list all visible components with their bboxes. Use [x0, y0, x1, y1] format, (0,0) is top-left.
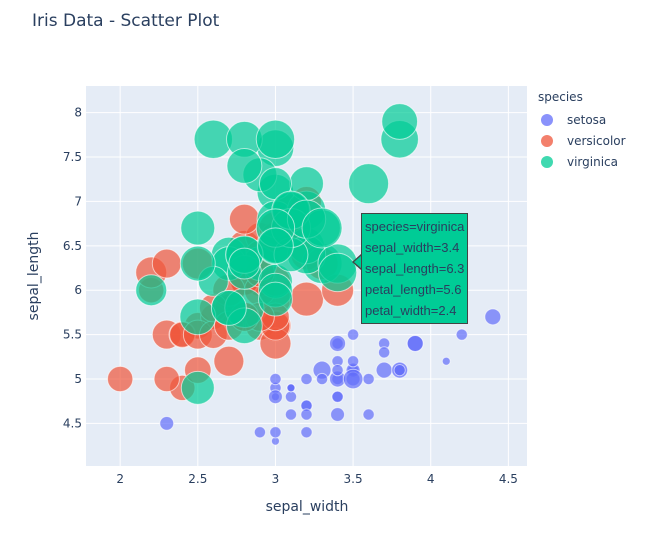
y-tick-label: 5 [74, 372, 82, 386]
legend-label: setosa [567, 112, 607, 127]
data-point[interactable] [179, 245, 216, 282]
data-point[interactable] [377, 346, 391, 359]
y-axis-title: sepal_length [26, 232, 42, 321]
data-point[interactable] [253, 426, 267, 439]
data-point[interactable] [342, 368, 364, 390]
data-point[interactable] [346, 328, 360, 341]
data-point[interactable] [441, 356, 451, 366]
data-point[interactable] [289, 281, 324, 317]
tooltip-line: species=virginica [365, 219, 465, 234]
data-point[interactable] [257, 281, 293, 317]
data-points[interactable] [107, 103, 502, 446]
data-point[interactable] [179, 298, 217, 336]
x-tick-label: 2.5 [188, 472, 207, 486]
legend-label: virginica [567, 154, 618, 169]
data-point[interactable] [381, 103, 419, 140]
data-point[interactable] [375, 361, 393, 379]
data-point[interactable] [393, 363, 406, 377]
data-point[interactable] [484, 308, 502, 326]
y-axis-ticks: 4.5 5 5.5 6 6.5 7 7.5 8 [63, 106, 82, 431]
data-point[interactable] [346, 355, 360, 368]
data-point[interactable] [362, 408, 375, 421]
legend-item-virginica[interactable]: virginica [538, 151, 626, 172]
virginica-marker-icon [541, 155, 553, 168]
legend-item-setosa[interactable]: setosa [538, 109, 626, 130]
hover-tooltip: species=virginica sepal_width=3.4 sepal_… [361, 213, 469, 324]
data-point[interactable] [301, 207, 343, 249]
data-point[interactable] [257, 227, 294, 265]
tooltip-line: sepal_width=3.4 [365, 240, 460, 255]
data-point[interactable] [107, 365, 134, 393]
data-point[interactable] [180, 210, 216, 246]
data-point[interactable] [228, 203, 260, 235]
data-point[interactable] [348, 163, 390, 205]
tooltip-line: sepal_length=6.3 [365, 261, 465, 276]
tooltip-line: petal_width=2.4 [365, 303, 457, 318]
data-point[interactable] [210, 290, 247, 326]
data-point[interactable] [286, 383, 296, 393]
x-tick-label: 2 [116, 472, 124, 486]
y-tick-label: 6 [74, 283, 82, 297]
data-point[interactable] [317, 252, 358, 293]
data-point[interactable] [315, 372, 329, 386]
legend-title: species [538, 90, 583, 104]
y-tick-label: 7 [74, 194, 82, 208]
data-point[interactable] [455, 328, 468, 341]
data-point[interactable] [180, 370, 215, 405]
data-point[interactable] [228, 247, 261, 280]
x-axis-ticks: 2 2.5 3 3.5 4 4.5 [116, 472, 518, 486]
x-axis-title: sepal_width [266, 499, 349, 515]
data-point[interactable] [362, 372, 375, 386]
data-point[interactable] [135, 274, 168, 307]
tooltip-pointer-fill [354, 255, 362, 269]
x-tick-label: 3.5 [344, 472, 363, 486]
series-setosa[interactable] [159, 301, 502, 446]
x-tick-label: 4.5 [499, 472, 518, 486]
data-point[interactable] [151, 248, 182, 279]
y-tick-label: 5.5 [63, 328, 82, 342]
data-point[interactable] [284, 390, 298, 403]
data-point[interactable] [330, 407, 345, 422]
versicolor-marker-icon [541, 134, 553, 147]
legend-label: versicolor [567, 133, 626, 148]
series-virginica[interactable] [135, 103, 419, 405]
data-point[interactable] [269, 372, 282, 386]
data-point[interactable] [153, 365, 180, 393]
data-point[interactable] [269, 426, 282, 439]
data-point[interactable] [255, 119, 296, 159]
data-point[interactable] [300, 408, 313, 421]
x-tick-label: 4 [427, 472, 435, 486]
tooltip-line: petal_length=5.6 [365, 282, 462, 297]
data-point[interactable] [406, 334, 424, 352]
data-point[interactable] [226, 147, 263, 184]
data-point[interactable] [268, 389, 283, 405]
data-point[interactable] [329, 334, 347, 352]
data-point[interactable] [159, 415, 175, 431]
y-tick-label: 6.5 [63, 239, 82, 253]
data-point[interactable] [331, 363, 344, 377]
y-tick-label: 7.5 [63, 150, 82, 164]
data-point[interactable] [284, 408, 298, 421]
chart-title: Iris Data - Scatter Plot [32, 11, 220, 31]
setosa-marker-icon [541, 113, 553, 126]
data-point[interactable] [300, 426, 313, 439]
data-point[interactable] [213, 345, 245, 377]
data-point[interactable] [331, 390, 344, 403]
legend-item-versicolor[interactable]: versicolor [538, 130, 626, 151]
data-point[interactable] [300, 372, 313, 386]
x-tick-label: 3 [272, 472, 280, 486]
legend: species setosa versicolor virginica [538, 90, 626, 172]
y-tick-label: 8 [74, 106, 82, 120]
y-tick-label: 4.5 [63, 416, 82, 430]
